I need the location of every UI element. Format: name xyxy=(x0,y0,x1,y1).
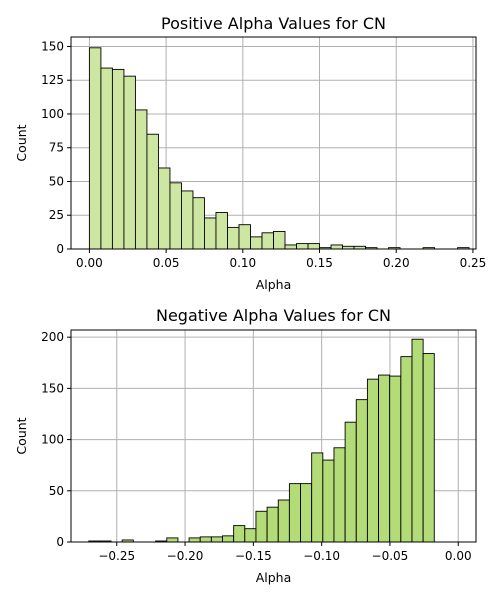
histogram-bar xyxy=(400,356,413,543)
histogram-bar xyxy=(261,232,274,250)
x-axis-ticks: 0.00 0.05 0.10 0.15 0.20 0.25 xyxy=(76,249,486,270)
histogram-bar xyxy=(210,536,223,543)
histogram-bar xyxy=(192,197,205,250)
chart-title: Positive Alpha Values for CN xyxy=(161,14,386,33)
histogram-bar xyxy=(166,537,179,543)
histogram-bar xyxy=(344,421,357,543)
y-tick-label: 150 xyxy=(41,381,64,395)
x-tick-label: −0.20 xyxy=(167,549,204,563)
histogram-bar xyxy=(181,190,194,250)
histogram-bar xyxy=(330,244,343,250)
x-tick-label: −0.15 xyxy=(235,549,272,563)
negative-alpha-histogram: −0.25 −0.20 −0.15 −0.10 −0.05 0.00 0 50 100 150 2… xyxy=(14,306,477,585)
x-tick-label: −0.05 xyxy=(372,549,409,563)
histogram-bar xyxy=(244,528,257,543)
y-tick-label: 100 xyxy=(41,433,64,447)
y-tick-label: 200 xyxy=(41,330,64,344)
histogram-bar xyxy=(378,374,391,543)
histogram-bars xyxy=(88,338,435,543)
histogram-bar xyxy=(169,182,182,250)
histogram-bar xyxy=(273,230,286,250)
x-tick-label: 0.10 xyxy=(229,256,256,270)
histogram-bar xyxy=(333,447,346,543)
y-axis-label: Count xyxy=(14,124,29,161)
histogram-bar xyxy=(100,67,113,250)
histogram-bar xyxy=(277,499,290,543)
y-tick-label: 25 xyxy=(49,208,64,222)
histogram-bar xyxy=(266,506,279,543)
histogram-bar xyxy=(250,236,263,250)
histogram-bar xyxy=(111,68,125,250)
histogram-bar xyxy=(255,510,268,543)
x-tick-label: 0.20 xyxy=(383,256,410,270)
histogram-bar xyxy=(284,244,297,250)
histogram-bar xyxy=(215,212,228,250)
chart-title: Negative Alpha Values for CN xyxy=(156,306,391,325)
y-tick-label: 50 xyxy=(49,484,64,498)
x-tick-label: 0.00 xyxy=(445,549,472,563)
histogram-bar xyxy=(288,483,301,543)
histogram-bar xyxy=(222,535,235,543)
histogram-bar xyxy=(355,399,368,543)
x-tick-label: 0.05 xyxy=(153,256,180,270)
histogram-bar xyxy=(123,75,136,250)
histogram-bar xyxy=(311,452,324,543)
histogram-bar xyxy=(307,243,320,250)
x-tick-label: 0.25 xyxy=(460,256,487,270)
x-tick-label: −0.10 xyxy=(303,549,340,563)
histogram-bar xyxy=(389,375,402,543)
histogram-bar xyxy=(227,226,240,250)
y-axis-ticks: 0 25 50 75 100 125 150 xyxy=(41,39,71,256)
x-tick-label: −0.25 xyxy=(98,549,135,563)
y-tick-label: 150 xyxy=(41,39,64,53)
histogram-bar xyxy=(199,536,212,543)
y-tick-label: 125 xyxy=(41,73,64,87)
plot-frame xyxy=(70,36,477,250)
y-axis-label: Count xyxy=(14,417,29,454)
histogram-bar xyxy=(422,353,435,543)
histogram-bar xyxy=(296,243,309,250)
x-tick-label: 0.00 xyxy=(76,256,103,270)
y-tick-label: 75 xyxy=(49,141,64,155)
histogram-bar xyxy=(233,525,246,543)
y-tick-label: 100 xyxy=(41,107,64,121)
y-tick-label: 0 xyxy=(56,535,64,549)
histogram-bar xyxy=(88,47,102,250)
histogram-bar xyxy=(204,217,217,250)
y-axis-ticks: 0 50 100 150 200 xyxy=(41,330,71,549)
histogram-bar xyxy=(238,224,251,250)
histogram-bar xyxy=(322,459,335,543)
x-axis-ticks: −0.25 −0.20 −0.15 −0.10 −0.05 0.00 xyxy=(98,542,472,563)
x-tick-label: 0.15 xyxy=(306,256,333,270)
x-axis-label: Alpha xyxy=(256,277,292,292)
histogram-bar xyxy=(188,537,201,543)
y-tick-label: 0 xyxy=(56,242,64,256)
x-axis-label: Alpha xyxy=(256,570,292,585)
histogram-bar xyxy=(157,167,171,250)
histogram-bar xyxy=(411,338,424,543)
histogram-bar xyxy=(300,483,313,543)
histogram-bar xyxy=(146,133,159,250)
y-tick-label: 50 xyxy=(49,174,64,188)
histogram-bar xyxy=(134,109,148,250)
histogram-bars xyxy=(88,47,470,250)
histogram-bar xyxy=(366,378,380,543)
positive-alpha-histogram: 0.00 0.05 0.10 0.15 0.20 0.25 0 25 50 75 100 125 15… xyxy=(14,14,486,292)
plot-frame xyxy=(70,329,477,543)
